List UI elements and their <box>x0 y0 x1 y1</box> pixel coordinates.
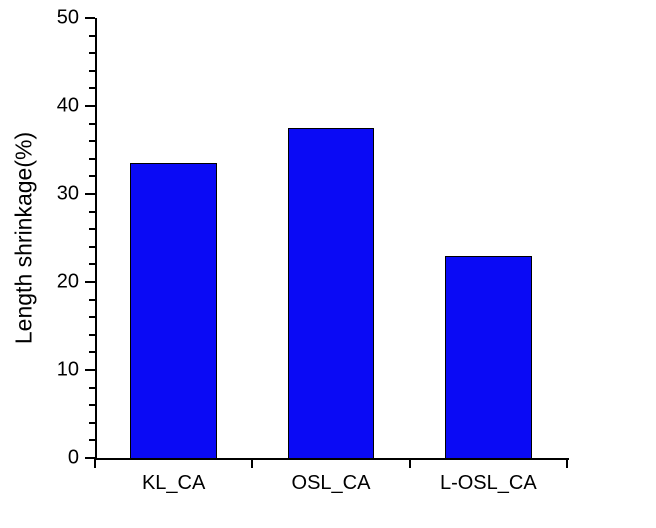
y-minor-tick-mark <box>89 334 95 336</box>
y-tick-mark <box>85 17 95 19</box>
y-tick-mark <box>85 281 95 283</box>
y-tick-label: 30 <box>0 183 79 206</box>
y-minor-tick-mark <box>89 52 95 54</box>
y-minor-tick-mark <box>89 299 95 301</box>
y-minor-tick-mark <box>89 70 95 72</box>
y-minor-tick-mark <box>89 387 95 389</box>
y-tick-label: 50 <box>0 7 79 30</box>
y-tick-label: 40 <box>0 95 79 118</box>
y-tick-label: 0 <box>0 447 79 470</box>
y-tick-mark <box>85 193 95 195</box>
y-minor-tick-mark <box>89 422 95 424</box>
bar <box>445 256 532 458</box>
y-minor-tick-mark <box>89 35 95 37</box>
x-tick-mark <box>251 458 253 468</box>
y-minor-tick-mark <box>89 263 95 265</box>
x-tick-label: L-OSL_CA <box>440 472 537 495</box>
y-minor-tick-mark <box>89 439 95 441</box>
y-tick-label: 10 <box>0 359 79 382</box>
x-tick-mark <box>409 458 411 468</box>
y-minor-tick-mark <box>89 211 95 213</box>
x-tick-label: OSL_CA <box>292 472 371 495</box>
x-tick-label: KL_CA <box>142 472 205 495</box>
y-minor-tick-mark <box>89 175 95 177</box>
bar <box>288 128 375 458</box>
y-minor-tick-mark <box>89 87 95 89</box>
y-minor-tick-mark <box>89 158 95 160</box>
y-minor-tick-mark <box>89 404 95 406</box>
y-tick-label: 20 <box>0 271 79 294</box>
y-minor-tick-mark <box>89 316 95 318</box>
y-tick-mark <box>85 105 95 107</box>
x-tick-mark <box>566 458 568 468</box>
figure: Length shrinkage(%) 0 10 20 30 40 50 KL_CA OSL_… <box>0 0 656 528</box>
y-minor-tick-mark <box>89 246 95 248</box>
y-axis-label: Length shrinkage(%) <box>11 132 38 344</box>
bar <box>130 163 217 458</box>
y-minor-tick-mark <box>89 351 95 353</box>
y-minor-tick-mark <box>89 140 95 142</box>
y-minor-tick-mark <box>89 123 95 125</box>
x-tick-mark <box>94 458 96 468</box>
y-tick-mark <box>85 369 95 371</box>
y-minor-tick-mark <box>89 228 95 230</box>
